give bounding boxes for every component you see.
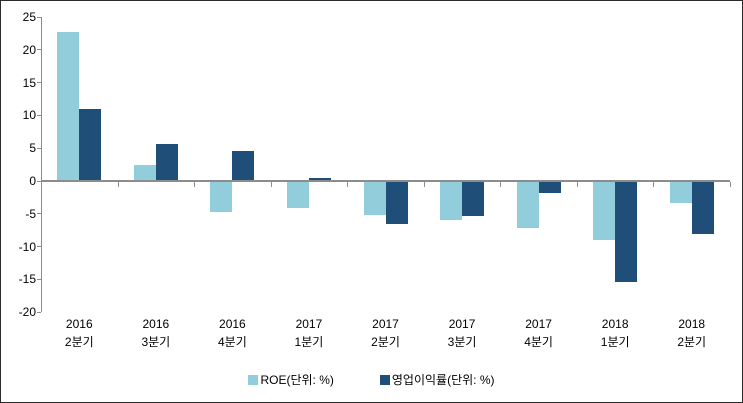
x-axis-category-label: 2016 2분기 bbox=[64, 317, 94, 349]
y-axis-tick-label: -20 bbox=[18, 305, 36, 320]
x-axis-category-label: 2017 2분기 bbox=[371, 317, 400, 349]
y-axis-tick bbox=[37, 49, 41, 51]
x-axis-category-label: 2017 1분기 bbox=[294, 317, 324, 349]
x-axis-tick bbox=[41, 182, 42, 187]
x-axis-category-label: 2016 3분기 bbox=[141, 317, 171, 349]
x-axis-tick bbox=[653, 182, 655, 187]
bar-operating-margin bbox=[691, 181, 714, 235]
x-axis-category-label: 2017 3분기 bbox=[447, 317, 477, 349]
y-axis-line bbox=[41, 17, 42, 312]
bar-roe bbox=[593, 181, 616, 241]
y-axis-tick-label: -15 bbox=[18, 272, 36, 287]
legend-label-operating-margin: 영업이익률(단위: %) bbox=[391, 373, 495, 387]
bar-roe bbox=[133, 164, 156, 181]
y-axis-tick bbox=[37, 180, 41, 182]
y-axis-tick bbox=[37, 213, 41, 215]
bar-operating-margin bbox=[462, 181, 485, 217]
legend-label-roe: ROE(단위: %) bbox=[260, 373, 334, 387]
y-axis-tick bbox=[37, 246, 41, 248]
y-axis-tick bbox=[37, 16, 41, 18]
x-axis-tick bbox=[270, 182, 272, 187]
x-axis-tick bbox=[194, 182, 196, 187]
bar-operating-margin bbox=[155, 143, 178, 181]
x-axis-tick bbox=[500, 182, 502, 187]
bar-operating-margin bbox=[79, 108, 102, 181]
legend-swatch-operating-margin bbox=[379, 374, 390, 385]
x-axis-tick bbox=[347, 182, 349, 187]
bar-operating-margin bbox=[615, 181, 638, 283]
x-axis-category-label: 2016 4분기 bbox=[218, 317, 247, 349]
y-axis-tick-label: 0 bbox=[29, 174, 36, 188]
bar-operating-margin bbox=[308, 178, 331, 181]
legend-item-operating-margin: 영업이익률(단위: %) bbox=[379, 371, 495, 388]
x-axis-category-label: 2018 2분기 bbox=[677, 317, 707, 349]
bar-operating-margin bbox=[385, 181, 408, 224]
bar-roe bbox=[669, 181, 692, 203]
y-axis-tick bbox=[37, 147, 41, 149]
x-axis-line bbox=[41, 180, 730, 182]
x-axis-tick bbox=[576, 182, 578, 187]
y-axis-tick bbox=[37, 311, 41, 313]
x-axis-category-label: 2018 1분기 bbox=[600, 317, 630, 349]
y-axis-tick bbox=[37, 114, 41, 116]
y-axis-tick-label: 10 bbox=[22, 108, 36, 123]
y-axis-tick-label: 15 bbox=[22, 75, 36, 90]
x-axis-tick bbox=[117, 182, 119, 187]
legend: ROE(단위: %) 영업이익률(단위: %) bbox=[1, 371, 742, 388]
bar-operating-margin bbox=[232, 150, 255, 181]
y-axis-tick bbox=[37, 82, 41, 84]
bar-roe bbox=[440, 181, 463, 220]
y-axis-tick-label: -10 bbox=[18, 239, 36, 254]
bar-roe bbox=[286, 181, 309, 208]
x-axis-tick bbox=[730, 182, 731, 187]
legend-swatch-roe bbox=[248, 374, 259, 385]
x-axis-tick bbox=[423, 182, 425, 187]
bar-roe bbox=[363, 181, 386, 216]
bar-roe bbox=[57, 32, 80, 181]
bar-roe bbox=[210, 181, 233, 213]
y-axis-tick-label: 5 bbox=[29, 141, 36, 156]
legend-item-roe: ROE(단위: %) bbox=[248, 371, 334, 388]
y-axis-tick-label: -5 bbox=[25, 206, 36, 221]
x-axis-category-label: 2017 4분기 bbox=[524, 317, 553, 349]
bar-operating-margin bbox=[538, 181, 561, 193]
y-axis-tick-label: 20 bbox=[22, 42, 36, 57]
y-axis-tick bbox=[37, 278, 41, 280]
bar-roe bbox=[516, 181, 539, 229]
y-axis-tick-label: 25 bbox=[22, 10, 36, 24]
